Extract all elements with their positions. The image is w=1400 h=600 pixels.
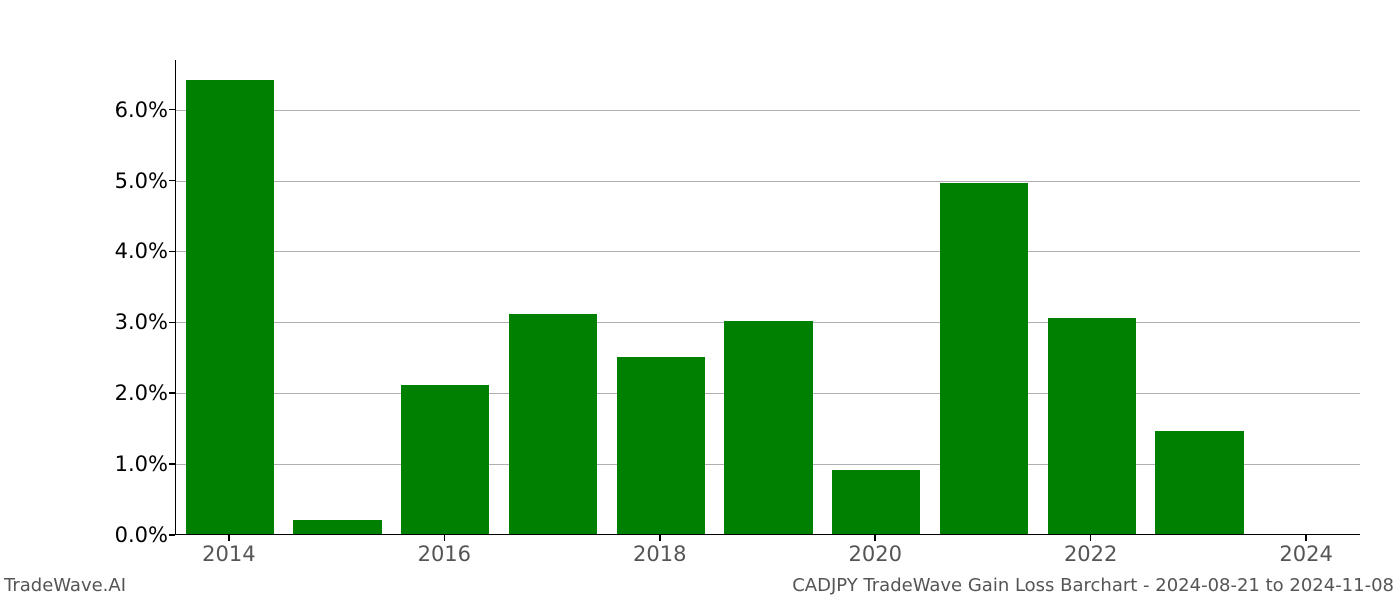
y-tick-label: 0.0% <box>115 523 168 547</box>
x-tick-label: 2022 <box>1064 542 1117 566</box>
bar <box>724 321 812 534</box>
y-tick-mark <box>169 251 175 253</box>
x-tick-mark <box>1305 535 1307 541</box>
bar <box>186 80 274 534</box>
x-tick-label: 2020 <box>848 542 901 566</box>
footer-right-text: CADJPY TradeWave Gain Loss Barchart - 20… <box>792 575 1394 596</box>
bar <box>1048 318 1136 534</box>
bar <box>509 314 597 534</box>
bar <box>1155 431 1243 534</box>
y-tick-label: 6.0% <box>115 98 168 122</box>
bar <box>832 470 920 534</box>
y-tick-label: 5.0% <box>115 169 168 193</box>
gridline <box>176 251 1360 252</box>
x-tick-mark <box>874 535 876 541</box>
y-tick-label: 3.0% <box>115 310 168 334</box>
y-tick-mark <box>169 109 175 111</box>
y-tick-mark <box>169 392 175 394</box>
x-tick-label: 2024 <box>1279 542 1332 566</box>
bar <box>940 183 1028 534</box>
bar <box>617 357 705 534</box>
y-tick-label: 2.0% <box>115 381 168 405</box>
y-tick-label: 1.0% <box>115 452 168 476</box>
x-tick-label: 2014 <box>202 542 255 566</box>
x-tick-label: 2018 <box>633 542 686 566</box>
plot-area <box>175 60 1360 535</box>
gridline <box>176 181 1360 182</box>
bar <box>401 385 489 534</box>
x-tick-label: 2016 <box>418 542 471 566</box>
x-tick-mark <box>1090 535 1092 541</box>
y-tick-mark <box>169 322 175 324</box>
y-tick-mark <box>169 463 175 465</box>
x-tick-mark <box>228 535 230 541</box>
x-tick-mark <box>659 535 661 541</box>
x-tick-mark <box>444 535 446 541</box>
gridline <box>176 110 1360 111</box>
bar <box>293 520 381 534</box>
y-tick-mark <box>169 534 175 536</box>
y-tick-mark <box>169 180 175 182</box>
footer-left-text: TradeWave.AI <box>4 575 126 596</box>
y-tick-label: 4.0% <box>115 239 168 263</box>
chart-container: TradeWave.AI CADJPY TradeWave Gain Loss … <box>0 0 1400 600</box>
